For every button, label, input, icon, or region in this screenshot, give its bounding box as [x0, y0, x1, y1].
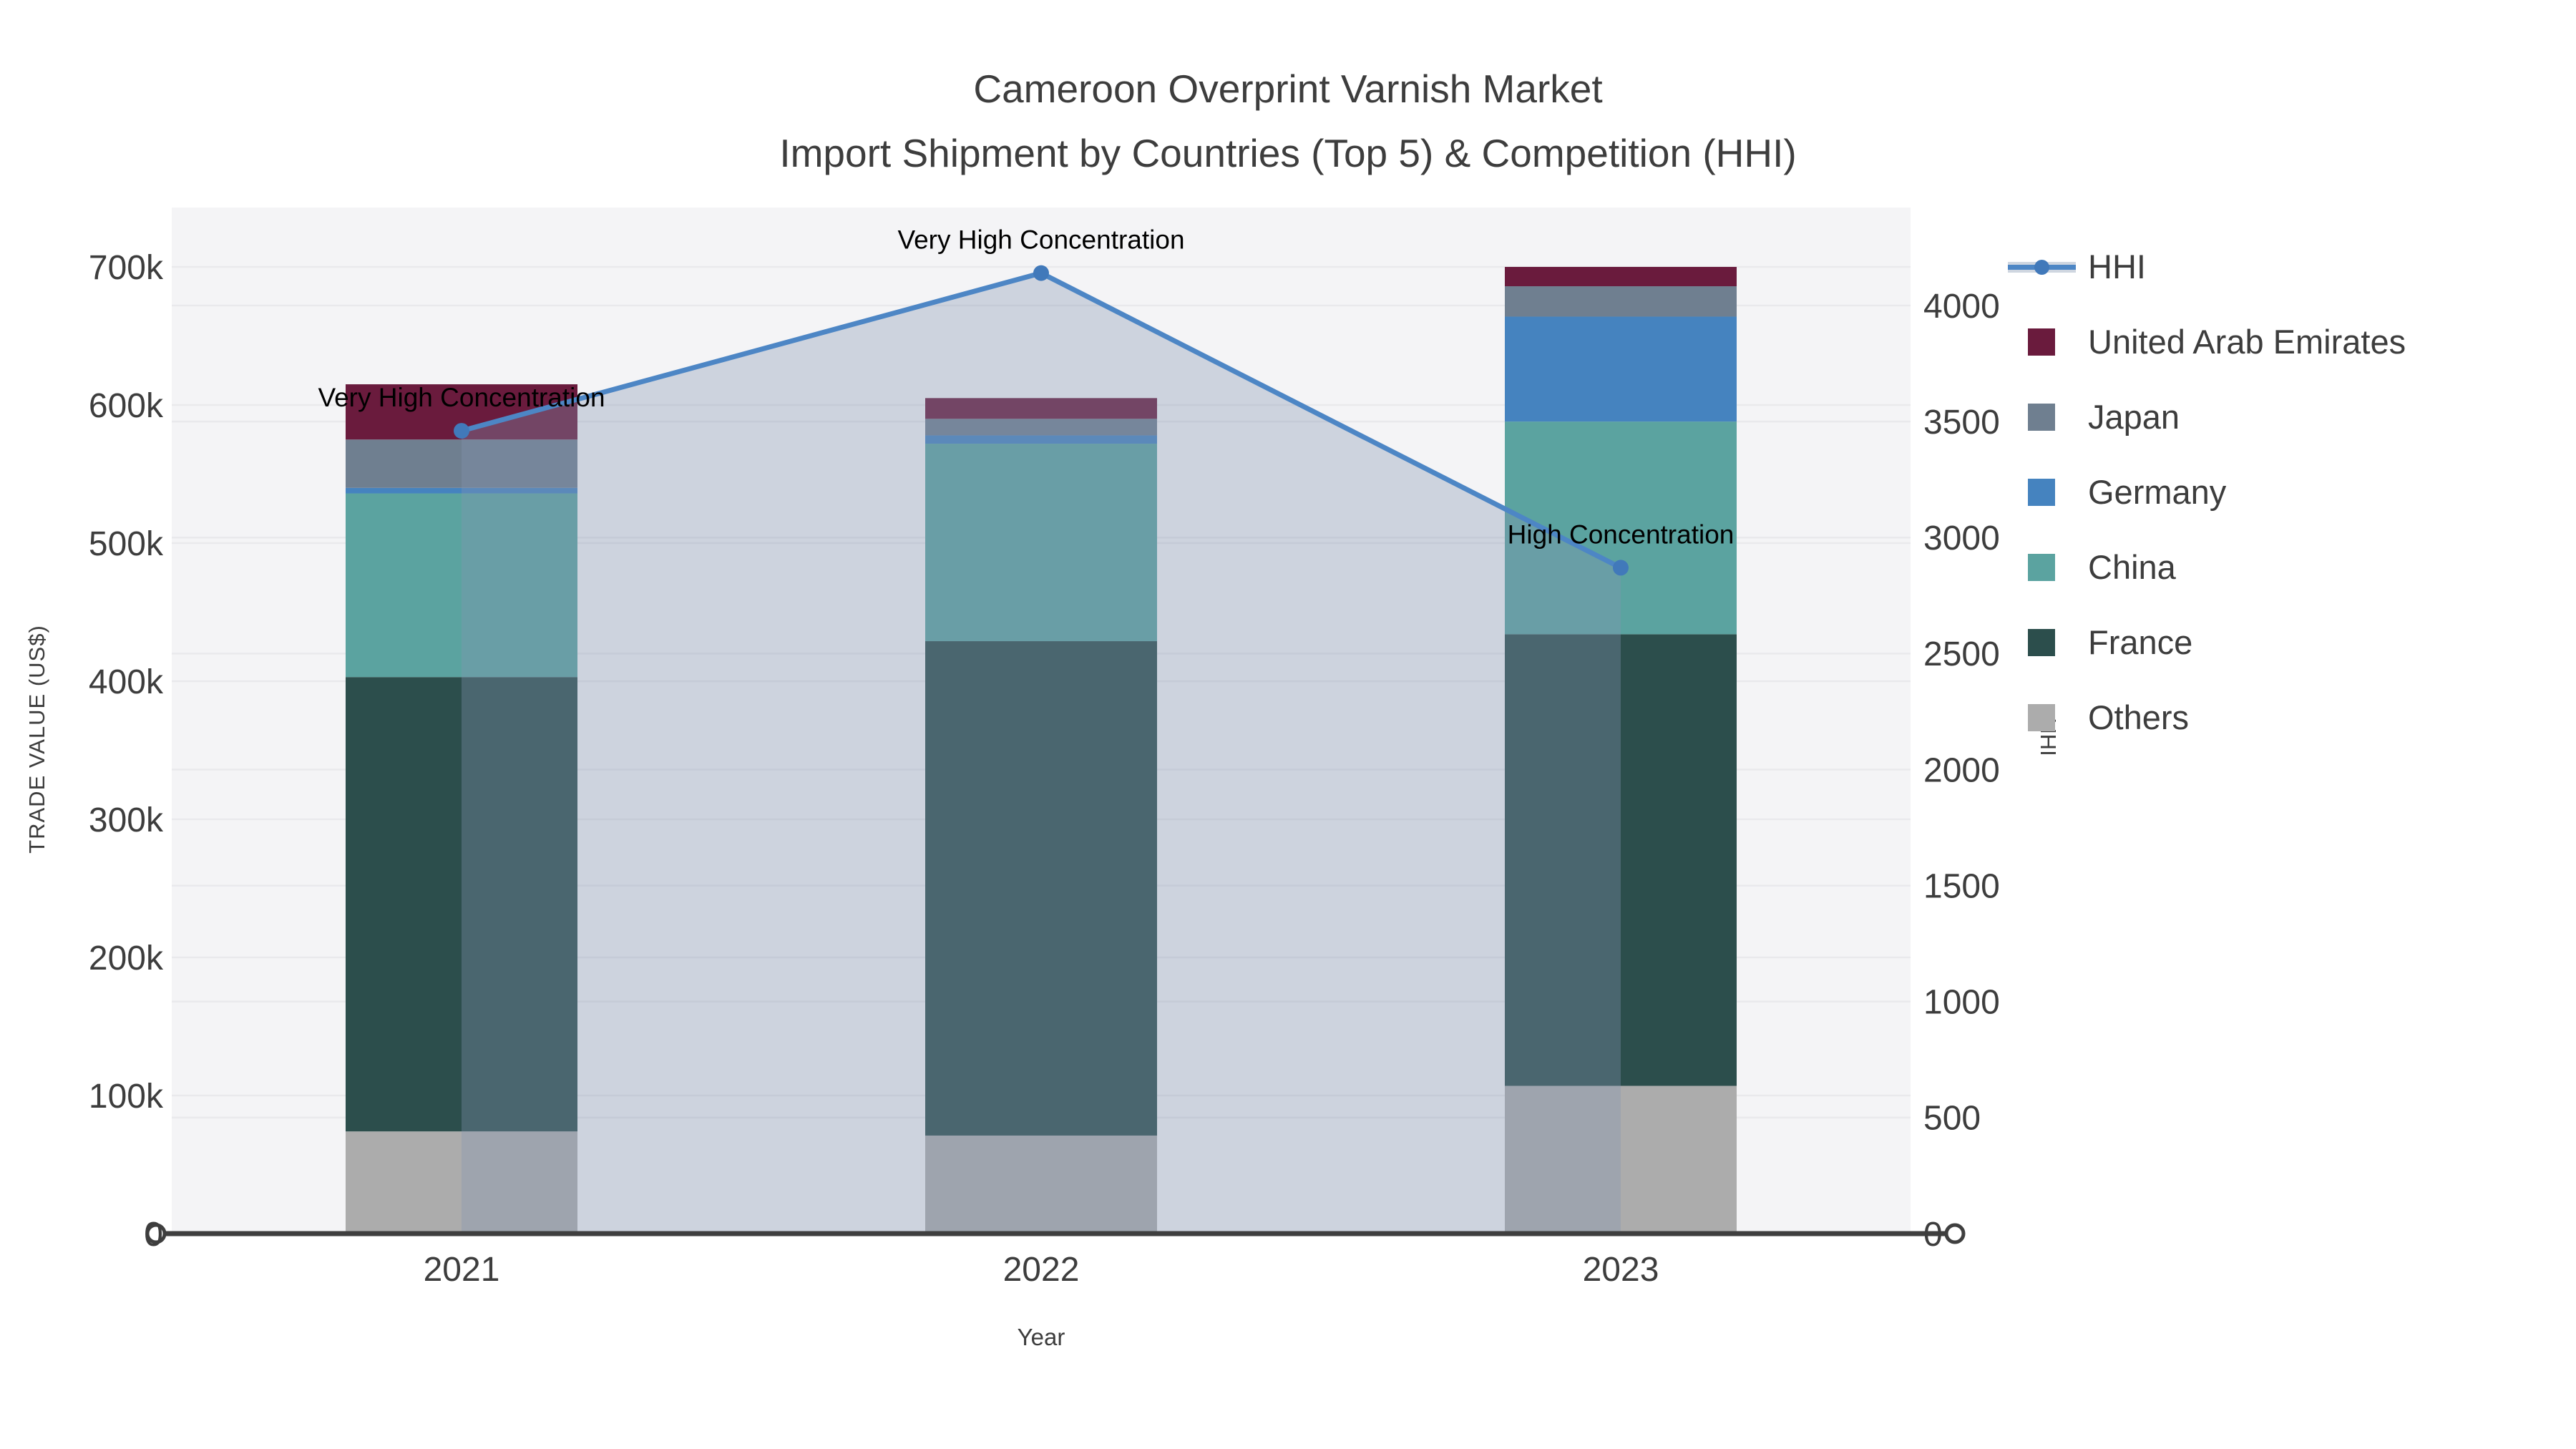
y-right-tick-1500: 1500 [1923, 867, 2000, 905]
legend-label: United Arab Emirates [2088, 323, 2406, 361]
bar-segment-2022-china [925, 444, 1157, 642]
y-right-tick-2500: 2500 [1923, 635, 2000, 673]
hhi-marker-2021 [454, 423, 469, 439]
bar-segment-2022-germany [925, 435, 1157, 444]
legend-label: Others [2088, 698, 2190, 736]
legend-swatch-icon [2008, 403, 2076, 431]
legend-swatch-icon [2008, 328, 2076, 356]
y-right-tick-2000: 2000 [1923, 751, 2000, 789]
y-right-tick-4000: 4000 [1923, 288, 2000, 326]
y-left-tick-500k: 500k [89, 525, 164, 563]
hhi-marker-2023 [1613, 560, 1629, 576]
legend-item-germany: Germany [2008, 454, 2406, 530]
legend-label: HHI [2088, 248, 2146, 286]
y-left-tick-700k: 700k [89, 249, 164, 287]
y-right-tick-500: 500 [1923, 1100, 1981, 1138]
legend-color-swatch [2028, 403, 2055, 431]
y-right-tick-3000: 3000 [1923, 519, 2000, 557]
y-left-tick-400k: 400k [89, 663, 164, 701]
hhi-marker-2022 [1033, 265, 1049, 281]
legend-color-swatch [2028, 553, 2055, 581]
legend-swatch-icon [2008, 628, 2076, 657]
x-tick-2022: 2022 [1003, 1251, 1080, 1289]
legend-hhi-dot [2034, 259, 2049, 275]
y-left-tick-600k: 600k [89, 387, 164, 425]
chart-title: Cameroon Overprint Varnish Market [973, 67, 1603, 111]
annotation-2023: High Concentration [1508, 519, 1735, 549]
y-left-tick-100k: 100k [89, 1078, 164, 1116]
bar-segment-2023-japan [1505, 286, 1737, 317]
x-axis-title: Year [1017, 1324, 1065, 1350]
bar-segment-2022-france [925, 641, 1157, 1136]
bar-segment-2021-france [346, 677, 577, 1132]
legend-label: China [2088, 548, 2176, 586]
y-right-tick-1000: 1000 [1923, 984, 2000, 1022]
y-right-tick-0: 0 [1923, 1216, 1943, 1254]
legend-item-japan: Japan [2008, 379, 2406, 454]
legend-color-swatch [2028, 703, 2055, 731]
legend-swatch-icon [2008, 703, 2076, 732]
legend-color-swatch [2028, 328, 2055, 356]
y-left-tick-200k: 200k [89, 940, 164, 977]
legend-color-swatch [2028, 628, 2055, 656]
legend-item-others: Others [2008, 680, 2406, 755]
y-axis-title-left: TRADE VALUE (US$) [24, 625, 49, 854]
bar-segment-2022-united-arab-emirates [925, 398, 1157, 419]
bar-segment-2023-france [1505, 634, 1737, 1086]
annotation-2022: Very High Concentration [897, 225, 1184, 255]
bar-segment-2021-others [346, 1131, 577, 1234]
chart-subtitle: Import Shipment by Countries (Top 5) & C… [779, 131, 1797, 175]
legend-label: France [2088, 623, 2193, 661]
bar-segment-2023-united-arab-emirates [1505, 267, 1737, 287]
y-left-tick-0: 0 [144, 1216, 163, 1254]
legend-label: Germany [2088, 473, 2227, 511]
x-tick-2021: 2021 [424, 1251, 500, 1289]
hhi-area-fill [462, 273, 1621, 1234]
bar-segment-2023-germany [1505, 316, 1737, 422]
bar-segment-2021-germany [346, 487, 577, 494]
legend-item-france: France [2008, 605, 2406, 680]
bar-segment-2022-others [925, 1135, 1157, 1234]
legend-item-united-arab-emirates: United Arab Emirates [2008, 304, 2406, 379]
x-tick-2023: 2023 [1583, 1251, 1659, 1289]
legend-item-hhi: HHI [2008, 229, 2406, 304]
y-left-tick-300k: 300k [89, 801, 164, 839]
bar-segment-2023-others [1505, 1085, 1737, 1234]
x-axis-endcap-right [1944, 1223, 1966, 1244]
legend-swatch-icon [2008, 478, 2076, 507]
legend-item-china: China [2008, 530, 2406, 605]
legend: HHI United Arab Emirates Japan Germany China… [2008, 229, 2406, 755]
legend-color-swatch [2028, 478, 2055, 506]
legend-swatch-icon [2008, 553, 2076, 582]
bar-segment-2021-japan [346, 439, 577, 488]
annotation-2021: Very High Concentration [318, 383, 605, 412]
bar-segment-2022-japan [925, 419, 1157, 436]
x-axis-endcap-left [145, 1223, 167, 1244]
bar-segment-2021-china [346, 493, 577, 678]
legend-label: Japan [2088, 398, 2180, 436]
legend-hhi-line-icon [2008, 253, 2076, 281]
y-right-tick-3500: 3500 [1923, 404, 2000, 441]
